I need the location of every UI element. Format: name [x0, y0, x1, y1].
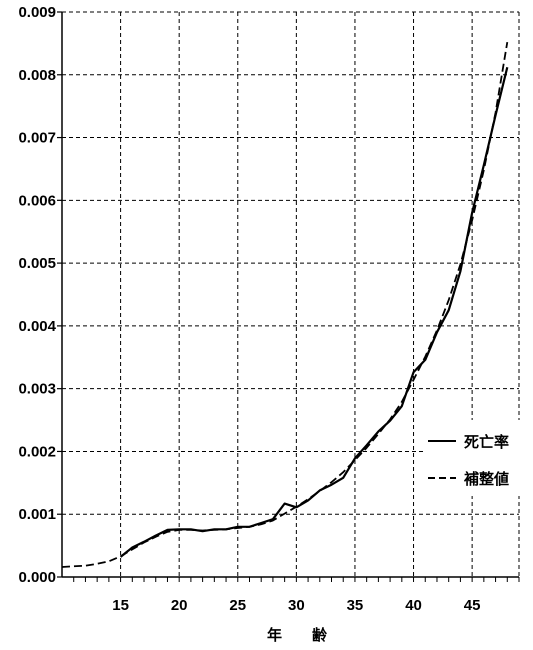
series-line-adjusted	[61, 41, 509, 568]
y-tick-label: 0.002	[18, 443, 56, 460]
y-tick-label: 0.000	[18, 569, 56, 586]
x-tick-label: 40	[405, 597, 422, 614]
x-axis-title: 年 齢	[267, 626, 328, 644]
legend-box	[423, 420, 523, 496]
series-lines	[61, 41, 509, 568]
axes	[57, 11, 520, 582]
y-tick-label: 0.008	[18, 67, 56, 84]
y-tick-label: 0.006	[18, 192, 56, 209]
y-tick-label: 0.001	[18, 506, 56, 523]
legend-label-mortality: 死亡率	[464, 433, 509, 451]
x-tick-label: 25	[229, 597, 246, 614]
x-tick-label: 35	[347, 597, 364, 614]
x-tick-label: 20	[171, 597, 188, 614]
x-tick-label: 45	[464, 597, 481, 614]
x-tick-label: 15	[112, 597, 129, 614]
y-tick-label: 0.009	[18, 4, 56, 21]
legend-label-adjusted: 補整値	[463, 470, 509, 488]
y-tick-label: 0.004	[18, 318, 56, 335]
x-tick-label: 30	[288, 597, 305, 614]
y-tick-label: 0.005	[18, 255, 56, 272]
y-tick-label: 0.007	[18, 130, 56, 147]
tick-labels: 0.000 0.001 0.002 0.003 0.004 0.005 0.006 0.007…	[18, 4, 480, 614]
y-tick-label: 0.003	[18, 381, 56, 398]
legend: 死亡率 補整値	[423, 420, 523, 496]
